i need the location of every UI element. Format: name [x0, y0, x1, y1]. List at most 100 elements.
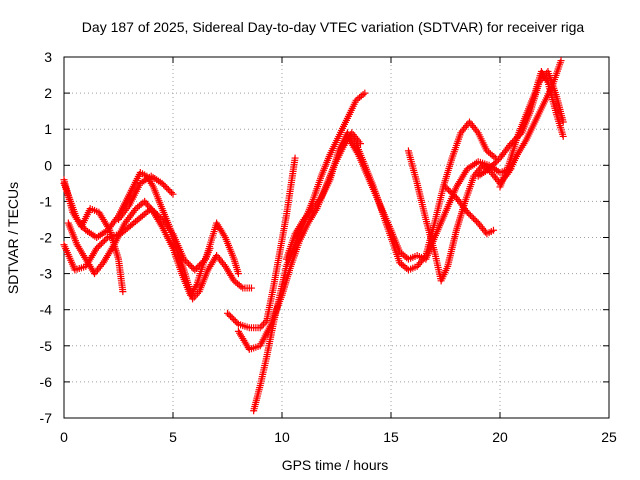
data-point [443, 185, 451, 193]
data-point [471, 216, 479, 224]
x-tick-label: 10 [274, 429, 290, 445]
data-point [228, 314, 236, 322]
data-point [487, 163, 495, 171]
y-tick-label: -6 [40, 374, 53, 390]
data-point [259, 320, 267, 328]
y-tick-label: 1 [44, 121, 52, 137]
series-sat-n [496, 67, 567, 191]
series-sat-c [60, 205, 242, 278]
data-point [234, 270, 242, 278]
data-point [93, 244, 101, 252]
y-tick-label: 2 [44, 85, 52, 101]
data-point [361, 89, 369, 97]
chart-title: Day 187 of 2025, Sidereal Day-to-day VTE… [82, 19, 585, 35]
y-axis-label: SDTVAR / TECUs [5, 182, 21, 294]
data-point [150, 208, 158, 216]
data-point [186, 261, 194, 269]
data-point [473, 218, 481, 226]
data-point [158, 179, 166, 187]
y-tick-label: -7 [40, 410, 53, 426]
x-tick-label: 15 [383, 429, 399, 445]
data-point [94, 243, 102, 251]
data-point [191, 266, 199, 274]
data-markers [60, 57, 567, 415]
data-point [169, 190, 177, 198]
data-point [466, 211, 474, 219]
data-point [96, 241, 104, 249]
data-point [227, 312, 235, 320]
data-point [152, 209, 160, 217]
y-tick-label: -1 [40, 193, 53, 209]
data-point [493, 157, 501, 165]
series-sat-d [60, 176, 127, 296]
data-point [188, 263, 196, 271]
data-point [185, 260, 193, 268]
y-tick-label: 3 [44, 49, 52, 65]
data-point [557, 57, 565, 65]
series-sat-k [404, 57, 565, 285]
data-point [485, 165, 493, 173]
series-sat-l [442, 183, 497, 238]
data-point [97, 240, 105, 248]
data-point [231, 317, 239, 325]
x-tick-label: 0 [60, 429, 68, 445]
y-tick-label: -3 [40, 266, 53, 282]
data-point [442, 183, 449, 191]
data-point [468, 213, 476, 221]
data-point [233, 319, 241, 327]
data-point [488, 162, 496, 170]
data-point [225, 311, 233, 319]
data-point [102, 235, 110, 243]
data-point [465, 210, 473, 218]
data-point [491, 159, 499, 167]
data-point [167, 189, 175, 197]
data-point [155, 212, 163, 220]
data-point [149, 206, 157, 214]
data-point [192, 264, 200, 272]
data-point [258, 322, 266, 330]
data-point [463, 208, 471, 216]
data-point [153, 211, 161, 219]
data-point [247, 284, 255, 292]
series-sat-f [224, 154, 299, 332]
data-point [445, 186, 453, 194]
data-point [181, 257, 189, 265]
data-point [160, 181, 168, 189]
data-point [147, 205, 155, 213]
data-point [489, 226, 497, 234]
y-tick-label: -4 [40, 302, 53, 318]
data-point [559, 118, 567, 126]
data-point [230, 315, 238, 323]
plot-frame [63, 56, 610, 419]
data-point [163, 184, 171, 192]
data-point [446, 188, 454, 196]
series-sat-e [115, 172, 177, 223]
data-point [99, 238, 107, 246]
y-tick-label: 0 [44, 157, 52, 173]
data-point [166, 187, 174, 195]
data-point [164, 186, 172, 194]
data-point [195, 261, 203, 269]
data-point [559, 132, 567, 140]
data-point [199, 258, 207, 266]
data-point [197, 260, 205, 268]
data-point [448, 189, 456, 197]
data-point [119, 288, 127, 296]
data-point [194, 263, 202, 271]
data-point [180, 255, 188, 263]
x-tick-label: 20 [492, 429, 508, 445]
data-point [183, 258, 191, 266]
y-tick-label: -2 [40, 230, 53, 246]
x-tick-label: 5 [169, 429, 177, 445]
x-axis-label: GPS time / hours [282, 457, 389, 473]
data-point [470, 214, 478, 222]
x-tick-label: 25 [601, 429, 617, 445]
y-tick-label: -5 [40, 338, 53, 354]
data-point [200, 257, 208, 265]
data-point [161, 182, 169, 190]
data-point [100, 237, 108, 245]
data-point [224, 309, 231, 317]
data-point [507, 140, 515, 148]
